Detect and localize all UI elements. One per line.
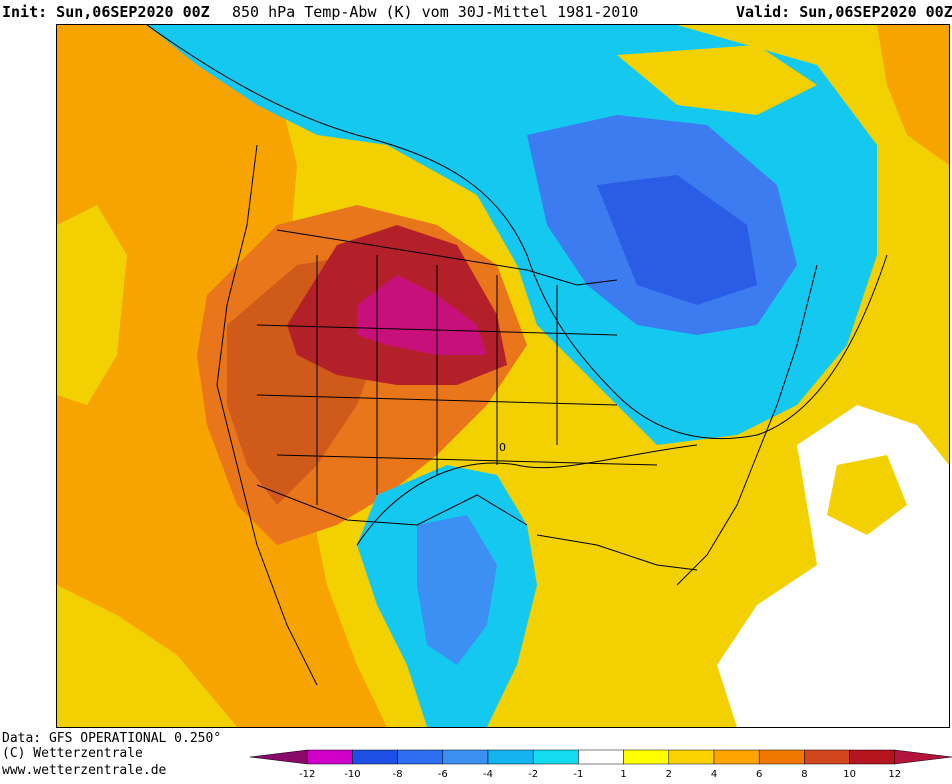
us-mexico-border <box>256 484 528 526</box>
colorbar-segment <box>532 749 579 765</box>
colorbar-tick-label: -10 <box>344 769 360 780</box>
plains-warm-core-magenta <box>357 275 487 355</box>
great-lakes-deep-cold <box>597 175 757 305</box>
colorbar-segment <box>713 749 760 765</box>
gulf-coast-outline <box>536 534 698 571</box>
colorbar-segment <box>352 749 398 765</box>
ne-corner-orange <box>877 25 949 165</box>
colorbar-tick-label: -6 <box>438 769 448 780</box>
colorbar-tick-label: -2 <box>528 769 538 780</box>
colorbar-segment <box>668 749 715 765</box>
colorbar-tick-label: 2 <box>666 769 672 780</box>
colorbar-segment <box>849 749 896 765</box>
colorbar-segment <box>442 749 489 765</box>
anomaly-map-svg: 0 <box>57 25 949 727</box>
colorbar-tick-label: 6 <box>756 769 762 780</box>
mexico-cold-core <box>417 515 497 665</box>
us-canada-border <box>276 229 618 286</box>
far-pacific-yellow <box>57 205 237 727</box>
contour-zero-label: 0 <box>499 441 506 454</box>
colorbar-segment <box>894 749 952 765</box>
colorbar-segment <box>623 749 670 765</box>
zero-contour-north <box>146 25 888 440</box>
boundary-lines <box>216 144 818 686</box>
colorbar-tick-label: -4 <box>483 769 493 780</box>
data-source-text: Data: GFS OPERATIONAL 0.250° <box>2 731 222 746</box>
colorbar: -12 -10 -8 -6 -4 -2 -1 1 2 4 6 8 10 12 <box>250 749 952 780</box>
zero-contour-south <box>356 444 698 546</box>
colorbar-tick-label: -12 <box>299 769 315 780</box>
copyright-text: (C) Wetterzentrale <box>2 746 143 761</box>
colorbar-tick-label: -8 <box>393 769 403 780</box>
colorbar-tick-label: 4 <box>711 769 717 780</box>
atlantic-yellow-patch <box>827 455 907 535</box>
colorbar-segment <box>758 749 805 765</box>
init-time-label: Init: Sun,06SEP2020 00Z <box>2 3 210 21</box>
northern-canada-yellow-patch <box>617 45 817 115</box>
colorbar-tick-label: 1 <box>620 769 626 780</box>
chart-title: 850 hPa Temp-Abw (K) vom 30J-Mittel 1981… <box>232 3 639 21</box>
state-lines <box>256 255 658 505</box>
east-coast-outline <box>676 264 818 586</box>
colorbar-segment <box>487 749 534 765</box>
colorbar-tick-label: 12 <box>888 769 901 780</box>
colorbar-tick-label: -1 <box>573 769 583 780</box>
west-coast-outline <box>216 144 318 686</box>
colorbar-segment <box>578 749 624 765</box>
zero-contours <box>146 25 888 546</box>
colorbar-segment <box>804 749 850 765</box>
colorbar-tick-label: 10 <box>843 769 856 780</box>
colorbar-segment <box>250 749 308 765</box>
temperature-anomaly-map: 0 <box>56 24 950 728</box>
valid-time-label: Valid: Sun,06SEP2020 00Z <box>736 3 952 21</box>
colorbar-segment <box>397 749 444 765</box>
website-link[interactable]: www.wetterzentrale.de <box>2 763 167 778</box>
colorbar-segment <box>306 749 353 765</box>
colorbar-tick-label: 8 <box>801 769 807 780</box>
